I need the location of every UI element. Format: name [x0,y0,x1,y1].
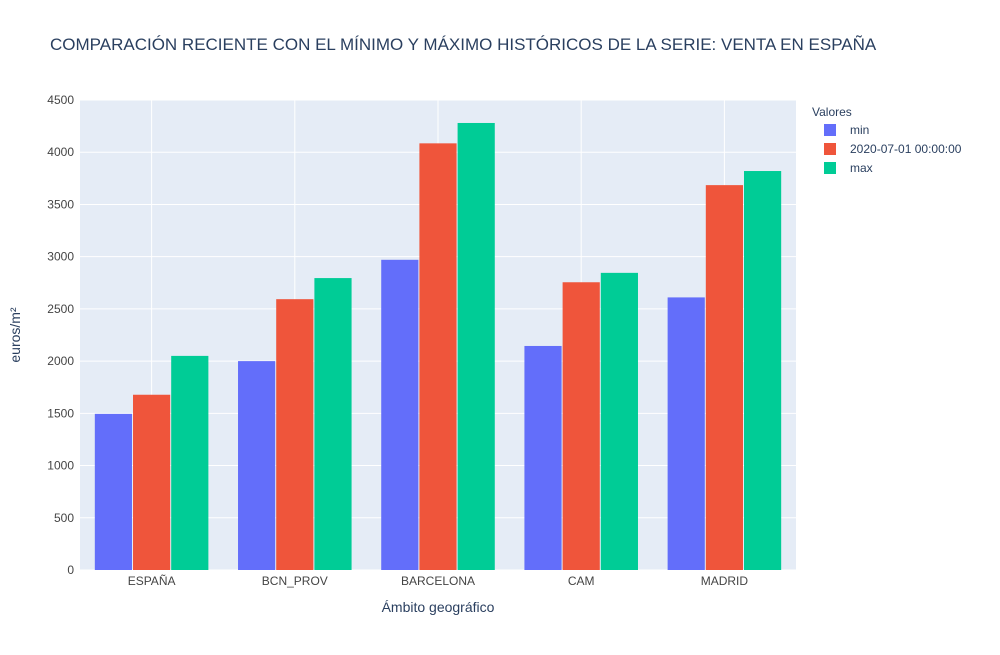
bar-2020-07-01-00-00-00-barcelona[interactable] [419,143,457,570]
y-axis-label: euros/m² [7,307,23,363]
bar-2020-07-01-00-00-00-españa[interactable] [133,394,171,570]
bar-max-cam[interactable] [600,272,638,570]
x-tick-label: MADRID [701,574,749,588]
bar-2020-07-01-00-00-00-madrid[interactable] [705,185,743,570]
y-tick-labels: 0 500 1000 1500 2000 2500 3000 3500 4000 4500 [47,93,74,577]
y-tick-label: 2000 [47,354,74,368]
legend-swatch[interactable] [824,143,836,155]
x-axis-label: Ámbito geográfico [382,599,495,615]
y-tick-label: 500 [54,511,74,525]
y-tick-label: 4500 [47,93,74,107]
legend-label[interactable]: max [850,161,873,175]
bar-max-barcelona[interactable] [457,122,495,570]
bar-min-madrid[interactable] [667,297,705,570]
legend-label[interactable]: 2020-07-01 00:00:00 [850,142,962,156]
chart-title: COMPARACIÓN RECIENTE CON EL MÍNIMO Y MÁX… [50,35,877,54]
bar-marks [94,122,782,570]
bar-max-bcn_prov[interactable] [314,278,352,570]
y-tick-label: 3000 [47,250,74,264]
y-tick-label: 2500 [47,302,74,316]
legend-swatch[interactable] [824,124,836,136]
bar-min-barcelona[interactable] [381,259,419,570]
x-tick-label: BARCELONA [401,574,475,588]
y-tick-label: 0 [67,563,74,577]
x-tick-label: CAM [568,574,595,588]
legend-label[interactable]: min [850,123,869,137]
y-tick-label: 3500 [47,197,74,211]
bar-max-madrid[interactable] [743,171,782,570]
y-tick-label: 1500 [47,406,74,420]
x-tick-label: ESPAÑA [128,574,176,588]
x-tick-label: BCN_PROV [262,574,328,588]
y-tick-label: 4000 [47,145,74,159]
bar-2020-07-01-00-00-00-cam[interactable] [562,282,600,570]
bar-min-españa[interactable] [94,413,133,570]
legend-swatch[interactable] [824,162,836,174]
bar-min-cam[interactable] [524,345,562,570]
bar-max-españa[interactable] [171,355,209,570]
y-tick-label: 1000 [47,459,74,473]
bar-min-bcn_prov[interactable] [238,361,276,570]
bar-2020-07-01-00-00-00-bcn_prov[interactable] [276,299,314,570]
legend: Valores min 2020-07-01 00:00:00 max [812,105,962,175]
x-tick-labels: ESPAÑA BCN_PROV BARCELONA CAM MADRID [128,574,749,588]
legend-title: Valores [812,105,852,119]
